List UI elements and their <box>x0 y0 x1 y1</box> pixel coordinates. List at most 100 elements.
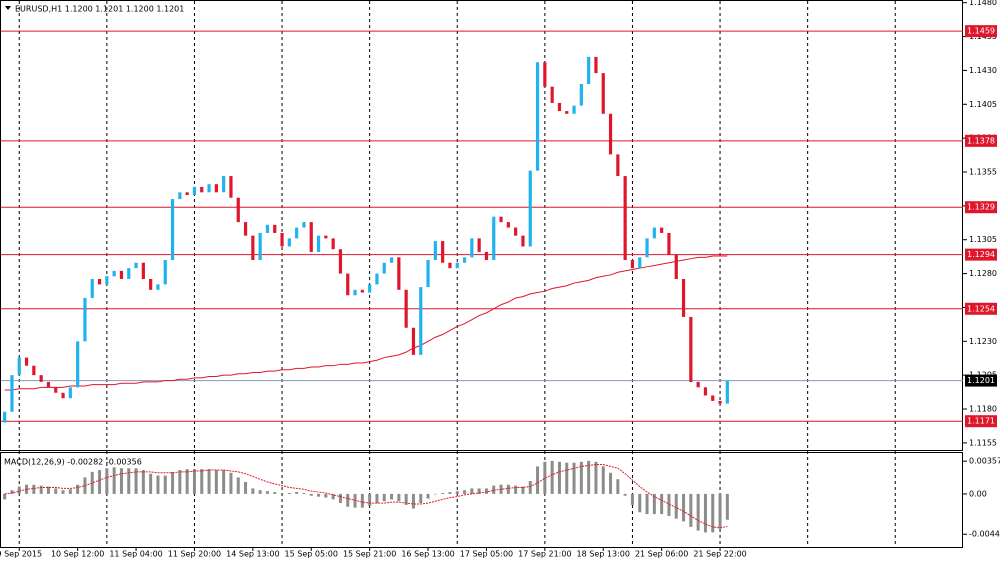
candle-body <box>587 56 591 84</box>
histogram-bar <box>3 493 7 500</box>
candle-body <box>419 287 423 355</box>
histogram-bar <box>309 493 313 496</box>
histogram-bar <box>331 493 335 500</box>
candle-body <box>594 56 598 74</box>
histogram-bar <box>141 470 145 494</box>
candle-body <box>397 257 401 290</box>
x-tick-label: 18 Sep 13:00 <box>577 550 630 559</box>
histogram-bar <box>587 460 591 494</box>
histogram-bar <box>302 492 306 494</box>
histogram-bar <box>236 477 240 494</box>
histogram-bar <box>543 461 547 494</box>
level-label-bg <box>965 25 997 38</box>
candle-body <box>119 270 124 279</box>
y-tick-label: 1.1280 <box>969 269 997 278</box>
candle-body <box>324 235 328 239</box>
x-tick-label: 17 Sep 21:00 <box>518 550 571 559</box>
histogram-bar <box>667 493 671 516</box>
histogram-bar <box>375 493 379 504</box>
candle-body <box>535 62 540 171</box>
candle-body <box>514 227 518 236</box>
histogram-bar <box>251 488 255 494</box>
candle-body <box>689 316 693 382</box>
candle-body <box>265 224 270 233</box>
candle-body <box>638 257 642 269</box>
candle-body <box>360 289 364 293</box>
histogram-bar <box>10 490 14 494</box>
candle-body <box>667 232 671 255</box>
candle-body <box>433 241 437 261</box>
y-tick-label: 1.1230 <box>969 337 997 346</box>
y-tick-label: 1.1305 <box>969 235 997 244</box>
histogram-bar <box>119 468 123 494</box>
candle-body <box>623 176 627 261</box>
level-label: 1.1171 <box>967 417 995 426</box>
candle-body <box>141 262 145 279</box>
histogram-bar <box>163 475 167 494</box>
histogram-bar <box>214 470 218 494</box>
histogram-bar <box>287 492 291 494</box>
y-tick-label: -0.0044 <box>969 530 1000 539</box>
candle-body <box>404 289 408 328</box>
candle-body <box>156 284 160 290</box>
histogram-bar <box>39 485 43 494</box>
histogram-bar <box>90 471 94 494</box>
candle-body <box>61 392 65 399</box>
histogram-bar <box>368 493 372 506</box>
chart-title: EURUSD,H1 1.1200 1.1201 1.1200 1.1201 <box>15 5 184 14</box>
candle-body <box>565 111 569 114</box>
histogram-bar <box>295 492 299 494</box>
histogram-bar <box>426 493 430 499</box>
candle-body <box>484 251 489 261</box>
candle-body <box>295 227 299 239</box>
level-label: 1.1378 <box>967 136 995 145</box>
candle-body <box>616 154 620 177</box>
candle-body <box>243 222 248 236</box>
candle-body <box>660 227 664 233</box>
current-price-label: 1.1201 <box>967 376 995 385</box>
candle-body <box>54 387 58 393</box>
x-tick-label: 14 Sep 13:00 <box>226 550 279 559</box>
candle-body <box>470 238 474 258</box>
histogram-bar <box>579 461 583 494</box>
y-tick-label: 1.1480 <box>969 0 997 7</box>
level-label-bg <box>965 302 997 315</box>
y-tick-label: 1.1430 <box>969 66 997 75</box>
histogram-bar <box>616 479 620 494</box>
candle-body <box>76 341 80 388</box>
candle-body <box>448 262 452 269</box>
histogram-bar <box>455 491 459 494</box>
histogram-bar <box>477 488 481 494</box>
candle-body <box>83 297 87 342</box>
candle-body <box>368 284 372 293</box>
candle-body <box>331 238 335 250</box>
candle-body <box>681 278 686 317</box>
histogram-bar <box>127 468 131 494</box>
y-tick-label: 0.00 <box>969 489 987 498</box>
histogram-bar <box>536 466 540 494</box>
histogram-bar <box>601 466 605 494</box>
candle-body <box>207 184 211 193</box>
histogram-bar <box>258 490 262 494</box>
histogram-bar <box>674 493 678 519</box>
signal-line <box>4 464 728 529</box>
histogram-bar <box>265 491 269 494</box>
level-label-bg <box>965 201 997 214</box>
histogram-bar <box>280 493 284 495</box>
candle-body <box>46 381 51 388</box>
candle-body <box>492 216 496 261</box>
candle-body <box>579 83 583 106</box>
candle-body <box>674 254 678 279</box>
histogram-bar <box>725 493 729 520</box>
candle-body <box>134 262 138 269</box>
candle-body <box>499 216 503 223</box>
candle-body <box>32 365 36 376</box>
x-tick-label: 15 Sep 05:00 <box>285 550 338 559</box>
histogram-bar <box>594 461 598 494</box>
histogram-bar <box>134 468 138 494</box>
histogram-bar <box>528 481 532 494</box>
candle-body <box>477 238 481 252</box>
level-label-bg <box>965 415 997 428</box>
histogram-bar <box>390 493 394 500</box>
